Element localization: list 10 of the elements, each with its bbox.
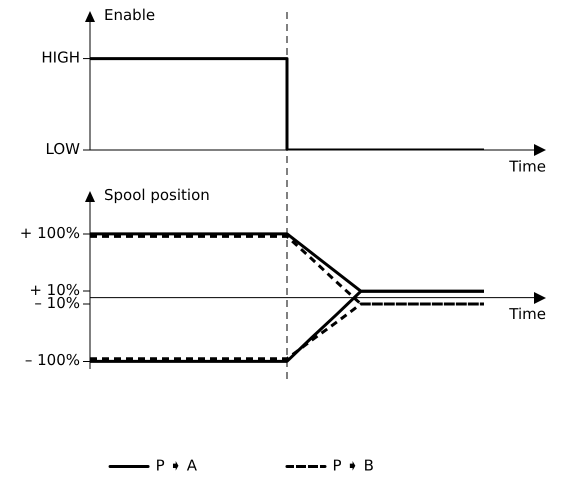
annotation: LOW xyxy=(46,140,80,158)
y-axis-title: Enable xyxy=(104,6,156,24)
y-tick-label: – 100% xyxy=(24,351,80,370)
x-axis-title: Time xyxy=(508,305,546,323)
x-axis-title: Time xyxy=(508,157,546,176)
y-tick-label: + 100% xyxy=(20,224,80,242)
legend-label: P ➧ A xyxy=(156,456,198,474)
legend-label: P ➧ B xyxy=(332,456,374,474)
annotation: HIGH xyxy=(41,48,80,66)
y-axis-title: Spool position xyxy=(104,186,210,204)
